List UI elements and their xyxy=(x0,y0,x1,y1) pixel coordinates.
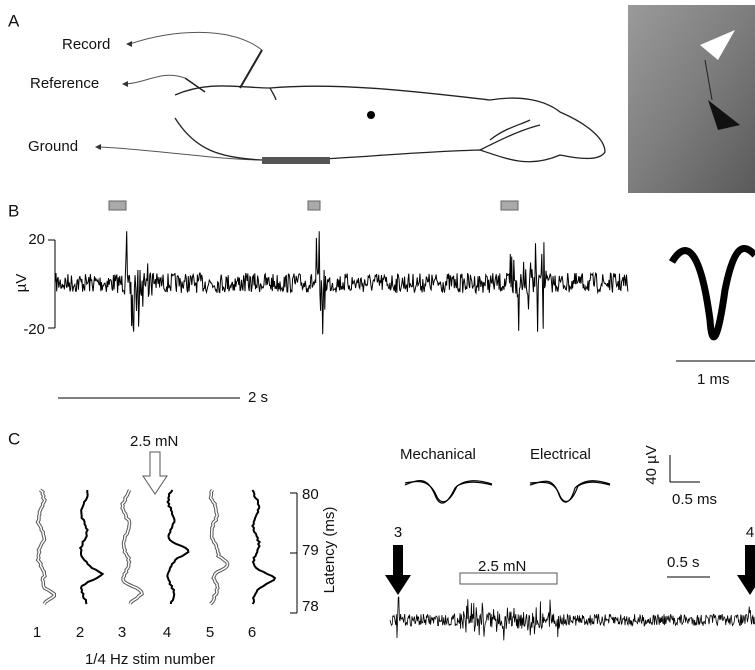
bar-label: 2.5 mN xyxy=(478,558,526,575)
arrowheads xyxy=(95,41,132,150)
spike-waveform xyxy=(668,245,755,341)
x-label: 3 xyxy=(118,624,126,641)
latency-traces xyxy=(35,488,277,606)
stim-markers xyxy=(108,200,519,211)
panel-label: B xyxy=(8,201,19,220)
stimulus-label: 2.5 mN xyxy=(130,433,178,450)
x-labels: 1 2 3 4 5 6 xyxy=(33,624,256,641)
arm-outline xyxy=(174,85,606,163)
y-tick-label: 20 xyxy=(28,231,45,248)
latency-trace xyxy=(209,489,229,605)
raw-trace xyxy=(54,231,629,335)
latency-trace xyxy=(121,489,143,605)
scale-label: 0.5 s xyxy=(667,554,700,571)
scale-label: 2 s xyxy=(248,389,268,406)
photo-arrow-black xyxy=(708,100,740,130)
raw-trace xyxy=(389,595,755,641)
y-tick-label: 80 xyxy=(302,486,319,503)
reference-electrode xyxy=(184,77,206,93)
panel-label: C xyxy=(8,429,20,448)
x-label: 4 xyxy=(163,624,171,641)
reference-label: Reference xyxy=(30,75,99,92)
latency-trace xyxy=(166,489,190,605)
ground-label: Ground xyxy=(28,138,78,155)
y-axis-label: Latency (ms) xyxy=(321,507,338,594)
y-tick-label: -20 xyxy=(23,321,45,338)
scale-label: 1 ms xyxy=(697,371,730,388)
panel-label: A xyxy=(8,11,20,30)
stim-number: 4 xyxy=(746,524,754,541)
record-label: Record xyxy=(62,36,110,53)
electrical-label: Electrical xyxy=(530,446,591,463)
mechanical-label: Mechanical xyxy=(400,446,476,463)
latency-trace-outline xyxy=(208,488,230,606)
latency-trace xyxy=(36,489,55,605)
stim-arrow xyxy=(737,545,755,595)
y-tick-label: 79 xyxy=(302,542,319,559)
stim-arrow xyxy=(385,545,411,595)
scale-label: 0.5 ms xyxy=(672,491,717,508)
x-label: 5 xyxy=(206,624,214,641)
trace-group xyxy=(389,595,755,641)
ground-electrode xyxy=(262,157,330,164)
latency-trace xyxy=(251,489,277,605)
stim-point xyxy=(367,111,375,119)
photo xyxy=(628,5,755,193)
stimulus-arrow xyxy=(142,451,168,495)
y-axis-label: µV xyxy=(13,274,30,293)
latency-trace xyxy=(78,489,105,605)
ticks xyxy=(290,492,297,614)
x-label: 2 xyxy=(76,624,84,641)
trace-group xyxy=(54,231,629,335)
stim-bar xyxy=(459,572,558,585)
photo-arrow-white xyxy=(700,30,735,60)
x-axis-title: 1/4 Hz stim number xyxy=(85,651,215,668)
scale-label: 40 µV xyxy=(643,445,660,485)
photo-needle xyxy=(704,59,713,101)
wires xyxy=(99,31,263,161)
stim-number: 3 xyxy=(394,524,402,541)
overlay-waveforms xyxy=(404,480,611,504)
record-electrode xyxy=(239,49,263,89)
y-tick-label: 78 xyxy=(302,598,319,615)
x-label: 6 xyxy=(248,624,256,641)
x-label: 1 xyxy=(33,624,41,641)
